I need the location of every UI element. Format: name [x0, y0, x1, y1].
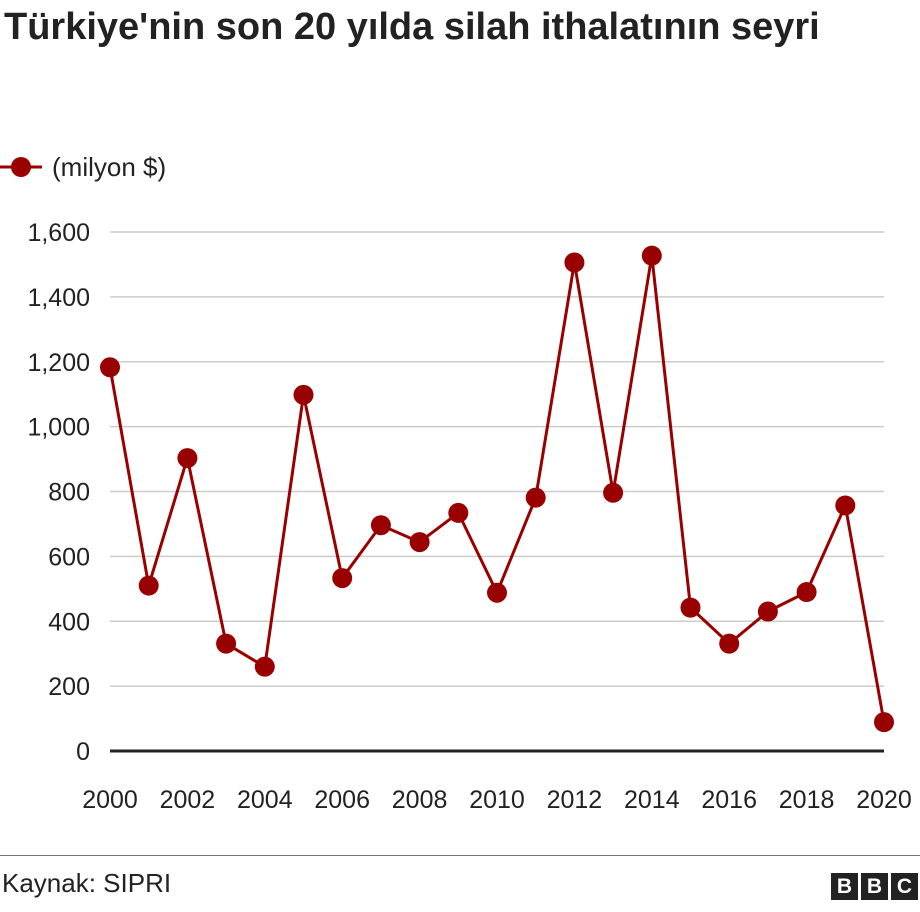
data-point	[874, 712, 894, 733]
bbc-logo: B B C	[831, 873, 918, 900]
data-point	[138, 575, 159, 596]
data-point	[835, 495, 856, 516]
logo-letter: B	[861, 873, 888, 900]
legend-marker-icon	[0, 157, 42, 177]
y-tick-label: 0	[76, 738, 90, 766]
y-tick-label: 200	[48, 673, 90, 701]
data-point	[719, 633, 740, 654]
x-tick-label: 2016	[701, 786, 757, 814]
data-point	[757, 601, 778, 622]
y-tick-label: 400	[48, 608, 90, 636]
data-point	[448, 502, 469, 523]
legend-label: (milyon $)	[52, 151, 167, 182]
data-point	[680, 597, 701, 618]
x-tick-label: 2004	[237, 786, 293, 814]
footer-divider	[0, 855, 920, 856]
data-point	[100, 357, 120, 378]
logo-letter: B	[831, 873, 858, 900]
x-tick-label: 2018	[779, 786, 835, 814]
x-tick-label: 2006	[314, 786, 370, 814]
data-point	[641, 245, 662, 266]
y-tick-label: 600	[48, 543, 90, 571]
data-point	[796, 582, 817, 603]
data-point	[254, 656, 275, 677]
logo-letter: C	[891, 873, 918, 900]
y-axis-tick-labels: 0 200 400 600 800 1,000 1,200 1,400 1,600	[27, 219, 90, 766]
x-tick-label: 2010	[469, 786, 525, 814]
data-point	[177, 448, 198, 469]
x-tick-label: 2008	[392, 786, 448, 814]
data-point	[409, 532, 430, 553]
data-point	[370, 515, 391, 536]
y-tick-label: 800	[48, 479, 90, 507]
data-point	[487, 582, 507, 603]
x-tick-label: 2014	[624, 786, 680, 814]
data-point	[293, 384, 314, 405]
source-label: Kaynak: SIPRI	[2, 868, 172, 898]
x-tick-label: 2012	[547, 786, 603, 814]
y-tick-label: 1,400	[27, 284, 90, 312]
y-tick-label: 1,200	[27, 349, 90, 377]
y-tick-label: 1,000	[27, 414, 90, 442]
x-tick-label: 2020	[856, 786, 912, 814]
x-tick-label: 2000	[82, 786, 138, 814]
legend: (milyon $)	[0, 145, 166, 189]
y-tick-label: 1,600	[27, 219, 90, 247]
data-point	[332, 568, 353, 589]
x-axis-tick-labels: 2000 2002 2004 2006 2008 2010 2012 2014 2016 2018…	[82, 786, 912, 814]
data-point	[564, 252, 585, 273]
chart-title: Türkiye'nin son 20 yılda silah ithalatın…	[4, 6, 820, 48]
x-tick-label: 2002	[160, 786, 216, 814]
series-points	[100, 245, 894, 733]
grid-lines	[110, 231, 884, 687]
data-point	[216, 633, 237, 654]
data-point	[525, 487, 546, 508]
data-point	[603, 482, 624, 503]
